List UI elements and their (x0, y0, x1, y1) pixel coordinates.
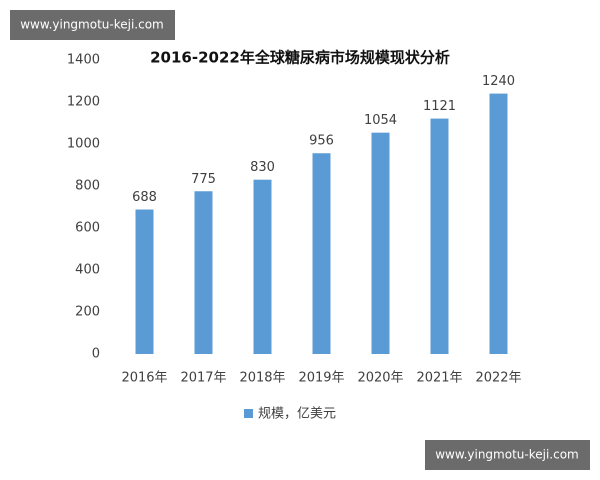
y-tick-label: 800 (75, 179, 100, 194)
data-label: 956 (309, 134, 334, 149)
y-tick-label: 0 (92, 347, 100, 362)
bar (489, 93, 508, 354)
y-tick-label: 400 (75, 263, 100, 278)
bar (430, 118, 449, 354)
x-tick-label: 2021年 (416, 371, 462, 386)
data-label: 775 (191, 172, 216, 187)
watermark-box (425, 440, 590, 470)
bar (312, 153, 331, 354)
y-tick-label: 600 (75, 221, 100, 236)
watermark: www.yingmotu-keji.com (20, 18, 164, 32)
y-tick-label: 1200 (67, 95, 100, 110)
y-tick-label: 1000 (67, 137, 100, 152)
bar (194, 191, 213, 354)
watermark: www.yingmotu-keji.com (435, 448, 579, 462)
bar (371, 132, 390, 354)
x-tick-label: 2018年 (239, 371, 285, 386)
data-label: 1240 (482, 74, 515, 89)
y-tick-label: 200 (75, 305, 100, 320)
x-tick-label: 2017年 (180, 371, 226, 386)
data-label: 1054 (364, 113, 397, 128)
watermark-box (10, 10, 175, 40)
y-tick-label: 1400 (67, 53, 100, 68)
data-label: 830 (250, 160, 275, 175)
bar (135, 209, 154, 354)
bar (253, 179, 272, 354)
data-label: 1121 (423, 99, 456, 114)
x-tick-label: 2020年 (357, 371, 403, 386)
legend-label: 规模，亿美元 (258, 407, 336, 422)
legend-swatch (244, 409, 253, 418)
x-tick-label: 2022年 (475, 371, 521, 386)
data-label: 688 (132, 190, 157, 205)
x-tick-label: 2016年 (121, 371, 167, 386)
chart-title: 2016-2022年全球糖尿病市场规模现状分析 (150, 49, 450, 67)
x-tick-label: 2019年 (298, 371, 344, 386)
